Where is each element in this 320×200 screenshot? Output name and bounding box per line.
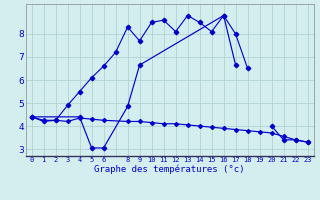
X-axis label: Graphe des températures (°c): Graphe des températures (°c) [94,164,245,174]
